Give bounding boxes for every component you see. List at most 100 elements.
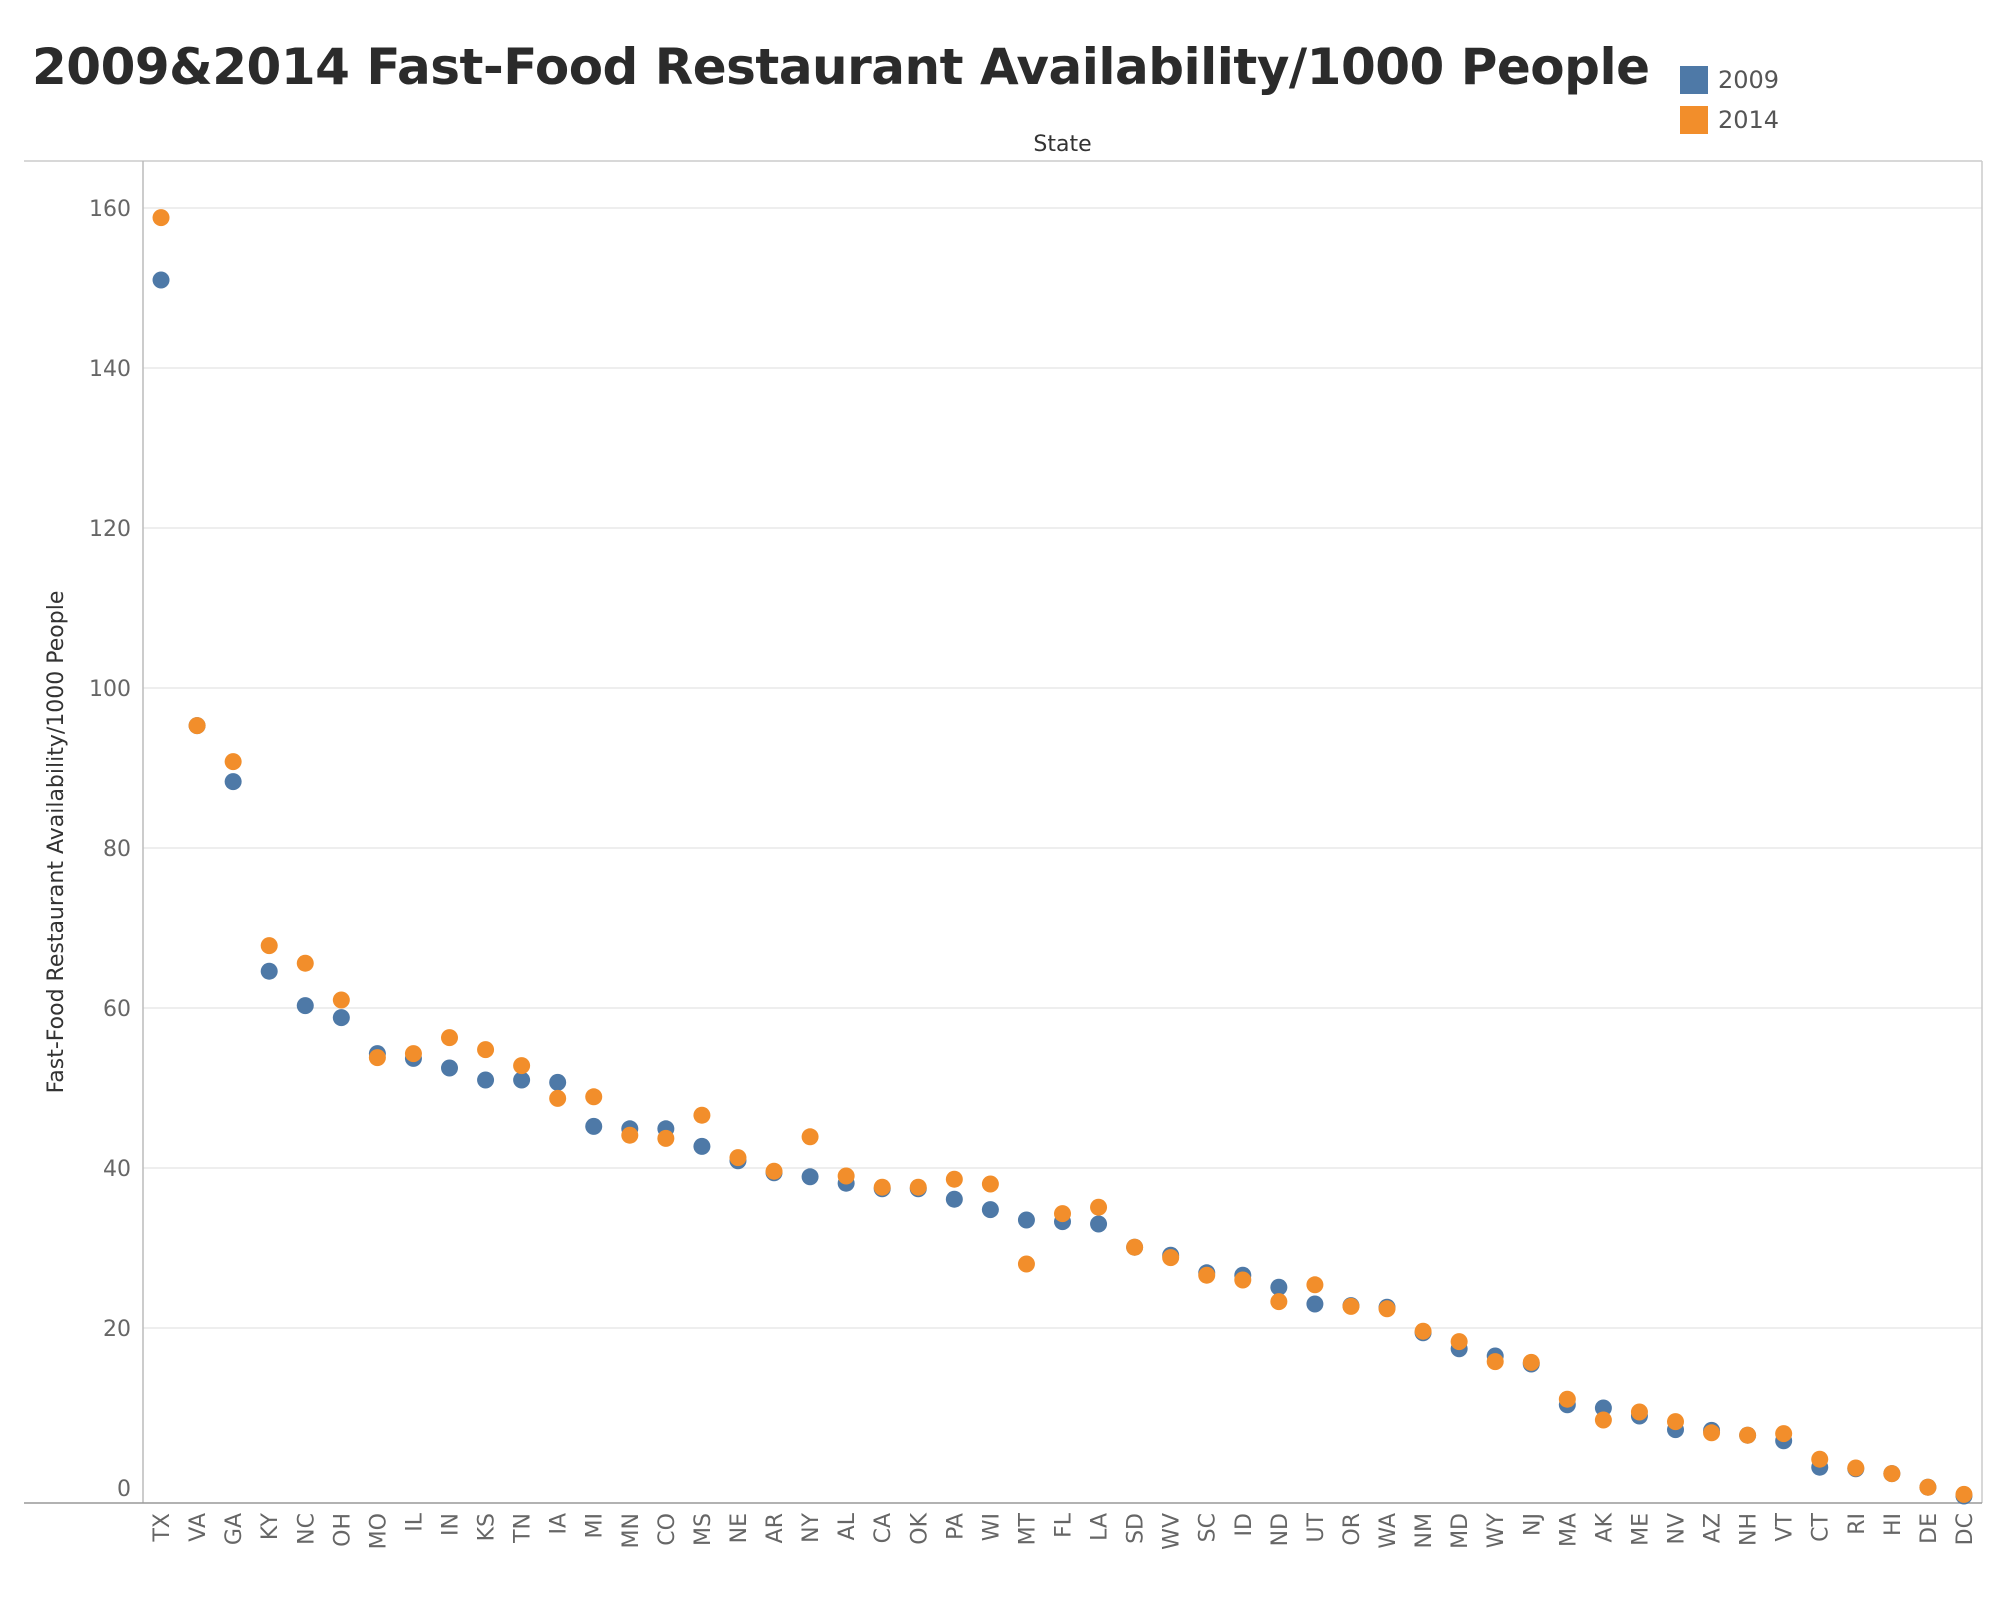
point-2009-KY[interactable] — [260, 962, 278, 980]
point-2014-TX[interactable] — [152, 209, 170, 227]
point-2014-AR[interactable] — [765, 1162, 783, 1180]
point-2014-DC[interactable] — [1955, 1485, 1973, 1503]
legend-label-2014: 2014 — [1718, 106, 1780, 134]
point-2009-ND[interactable] — [1270, 1278, 1288, 1296]
point-2014-DE[interactable] — [1919, 1478, 1937, 1496]
y-tick-label: 60 — [103, 997, 131, 1022]
point-2009-GA[interactable] — [224, 773, 242, 791]
point-2014-CA[interactable] — [873, 1178, 891, 1196]
point-2009-MT[interactable] — [1017, 1211, 1035, 1229]
point-2014-AK[interactable] — [1594, 1411, 1612, 1429]
point-2014-RI[interactable] — [1847, 1459, 1865, 1477]
x-tick-label: HI — [1881, 1513, 1906, 1536]
x-tick-label: MN — [619, 1513, 644, 1548]
point-2014-FL[interactable] — [1054, 1205, 1071, 1223]
point-2009-WI[interactable] — [981, 1201, 999, 1219]
point-2014-NC[interactable] — [296, 954, 314, 972]
x-axis-title: State — [1033, 132, 1091, 157]
point-2014-NJ[interactable] — [1522, 1353, 1540, 1371]
y-tick-label: 0 — [117, 1477, 131, 1502]
x-tick-label: MI — [583, 1513, 608, 1538]
point-2014-TN[interactable] — [513, 1057, 531, 1075]
y-tick-label: 140 — [89, 357, 131, 382]
x-tick-label: OH — [330, 1513, 355, 1547]
point-2014-IA[interactable] — [549, 1089, 567, 1107]
point-2009-NC[interactable] — [296, 997, 314, 1015]
point-2014-PA[interactable] — [945, 1170, 963, 1188]
point-2014-GA[interactable] — [224, 753, 242, 771]
x-tick-label: MS — [691, 1513, 716, 1546]
point-2009-LA[interactable] — [1090, 1215, 1108, 1233]
legend-item-2009[interactable]: 2009 — [1680, 60, 1779, 100]
point-2014-HI[interactable] — [1883, 1465, 1901, 1483]
point-2014-NE[interactable] — [729, 1149, 747, 1167]
point-2014-MS[interactable] — [693, 1106, 711, 1124]
point-2014-WY[interactable] — [1486, 1353, 1504, 1371]
point-2009-TX[interactable] — [152, 271, 170, 289]
x-tick-label: DC — [1953, 1513, 1978, 1545]
point-2014-OR[interactable] — [1342, 1297, 1360, 1315]
point-2009-IA[interactable] — [549, 1073, 567, 1091]
point-2014-WV[interactable] — [1162, 1249, 1180, 1267]
point-2014-AL[interactable] — [837, 1167, 855, 1185]
legend-item-2014[interactable]: 2014 — [1680, 100, 1779, 140]
legend-swatch-2009 — [1680, 66, 1708, 94]
point-2014-LA[interactable] — [1090, 1198, 1108, 1216]
legend-label-2009: 2009 — [1718, 66, 1780, 94]
x-tick-label: WY — [1484, 1512, 1509, 1548]
point-2014-VT[interactable] — [1775, 1425, 1793, 1443]
x-tick-label: TX — [150, 1513, 175, 1543]
point-2014-ID[interactable] — [1234, 1271, 1252, 1289]
point-2009-OH[interactable] — [332, 1009, 350, 1027]
point-2014-CO[interactable] — [657, 1129, 675, 1147]
point-2009-UT[interactable] — [1306, 1295, 1324, 1313]
x-tick-label: AK — [1592, 1512, 1617, 1542]
x-tick-label: NJ — [1520, 1513, 1545, 1536]
point-2014-MO[interactable] — [368, 1049, 386, 1067]
x-tick-label: OK — [907, 1512, 932, 1544]
point-2009-PA[interactable] — [945, 1190, 963, 1208]
point-2014-MT[interactable] — [1017, 1255, 1035, 1273]
point-2009-IN[interactable] — [441, 1059, 458, 1077]
point-2014-MD[interactable] — [1450, 1333, 1468, 1351]
point-2014-ME[interactable] — [1630, 1403, 1648, 1421]
point-2009-MS[interactable] — [693, 1137, 711, 1155]
x-tick-label: WA — [1376, 1513, 1401, 1549]
point-2014-IN[interactable] — [441, 1029, 458, 1047]
point-2014-IL[interactable] — [404, 1045, 422, 1063]
x-tick-label: ND — [1268, 1513, 1293, 1546]
point-2009-KS[interactable] — [477, 1071, 495, 1089]
y-tick-label: 160 — [89, 197, 131, 222]
point-2014-SC[interactable] — [1198, 1266, 1216, 1284]
point-2014-MI[interactable] — [585, 1088, 603, 1106]
point-2014-OH[interactable] — [332, 991, 350, 1009]
point-2014-MA[interactable] — [1558, 1390, 1576, 1408]
point-2009-TN[interactable] — [513, 1071, 531, 1089]
point-2014-ND[interactable] — [1270, 1293, 1288, 1311]
point-2014-OK[interactable] — [909, 1178, 927, 1196]
y-tick-label: 20 — [103, 1317, 131, 1342]
y-tick-label: 40 — [103, 1157, 131, 1182]
point-2014-NH[interactable] — [1739, 1426, 1757, 1444]
point-2014-NY[interactable] — [801, 1128, 819, 1146]
point-2014-NM[interactable] — [1414, 1322, 1432, 1340]
point-2014-CT[interactable] — [1811, 1450, 1829, 1468]
point-2014-KY[interactable] — [260, 937, 278, 955]
point-2009-AK[interactable] — [1594, 1399, 1612, 1417]
point-2014-MN[interactable] — [621, 1126, 639, 1144]
point-2014-AZ[interactable] — [1703, 1424, 1721, 1442]
point-2009-MI[interactable] — [585, 1117, 603, 1135]
point-2014-WI[interactable] — [981, 1175, 999, 1193]
point-2014-WA[interactable] — [1378, 1300, 1396, 1318]
tick-labels: 0 20 40 60 80 100 120 140 160 TX VA GA KY NC OH MO IL IN K… — [89, 197, 1978, 1550]
point-2014-KS[interactable] — [477, 1041, 495, 1059]
point-2014-VA[interactable] — [188, 717, 206, 735]
x-tick-label: IA — [547, 1513, 572, 1535]
x-tick-label: DE — [1917, 1513, 1942, 1544]
point-2009-NY[interactable] — [801, 1168, 819, 1186]
x-tick-label: PA — [943, 1513, 968, 1540]
point-2014-SD[interactable] — [1126, 1238, 1144, 1256]
x-tick-label: NE — [727, 1513, 752, 1543]
point-2014-NV[interactable] — [1667, 1413, 1684, 1431]
point-2014-UT[interactable] — [1306, 1276, 1324, 1294]
